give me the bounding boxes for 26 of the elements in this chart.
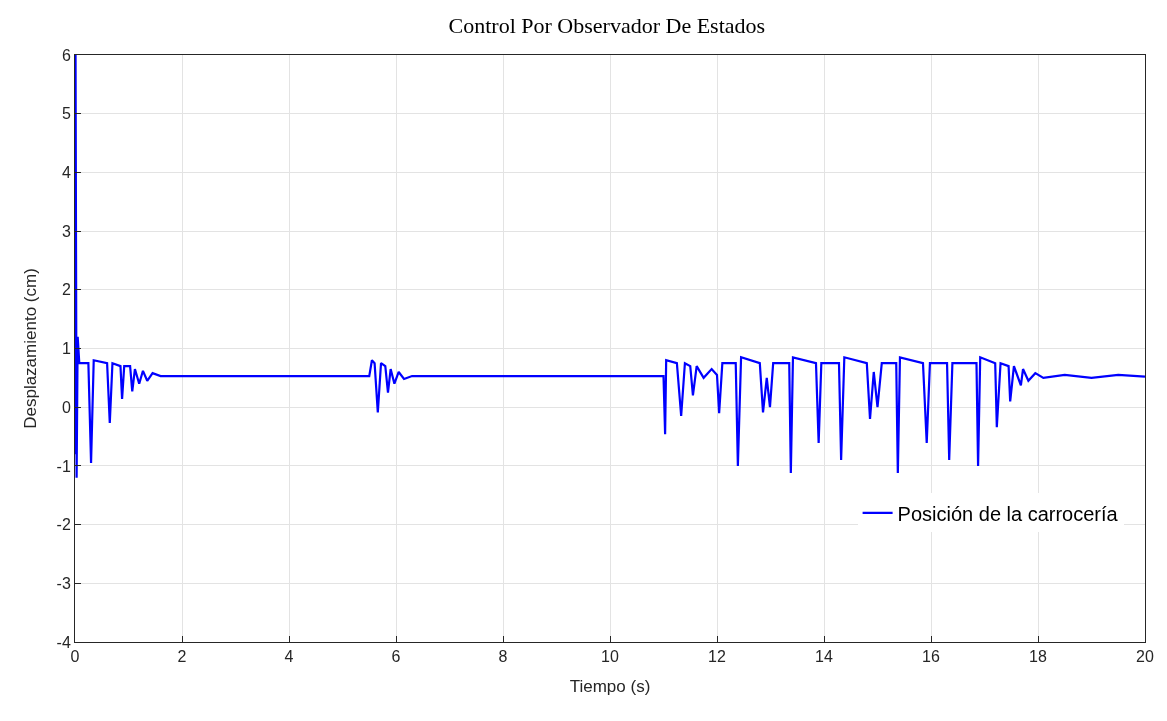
- x-tick-label: 12: [708, 648, 726, 666]
- x-tick-label: 14: [815, 648, 833, 666]
- y-tick-label: 2: [61, 281, 71, 299]
- y-tick-label: 3: [61, 222, 71, 240]
- x-tick-label: 10: [601, 648, 619, 666]
- x-tick-label: 2: [177, 648, 187, 666]
- y-tick-label: -4: [56, 633, 71, 651]
- x-tick-label: 6: [391, 648, 401, 666]
- y-tick-label: 4: [61, 164, 71, 181]
- x-tick-label: 8: [498, 648, 508, 666]
- x-tick-label: 4: [284, 648, 294, 666]
- chart-title: Control Por Observador De Estados: [448, 13, 766, 39]
- y-tick-label: 1: [61, 340, 71, 358]
- y-tick-label: 0: [61, 398, 71, 416]
- x-axis-title: Tiempo (s): [569, 676, 651, 696]
- x-tick-label: 18: [1029, 648, 1047, 666]
- x-tick-label: 20: [1136, 648, 1154, 666]
- y-tick-label: 5: [61, 105, 71, 123]
- y-tick-label: 6: [61, 46, 71, 64]
- x-tick-label: 16: [922, 648, 940, 666]
- y-tick-label: -1: [56, 457, 71, 475]
- y-tick-label: -2: [56, 516, 71, 534]
- legend-label: Posición de la carrocería: [897, 502, 1119, 525]
- y-tick-label: -3: [56, 574, 71, 592]
- y-axis-title: Desplazamiento (cm): [21, 268, 41, 429]
- line-series: [75, 55, 1145, 479]
